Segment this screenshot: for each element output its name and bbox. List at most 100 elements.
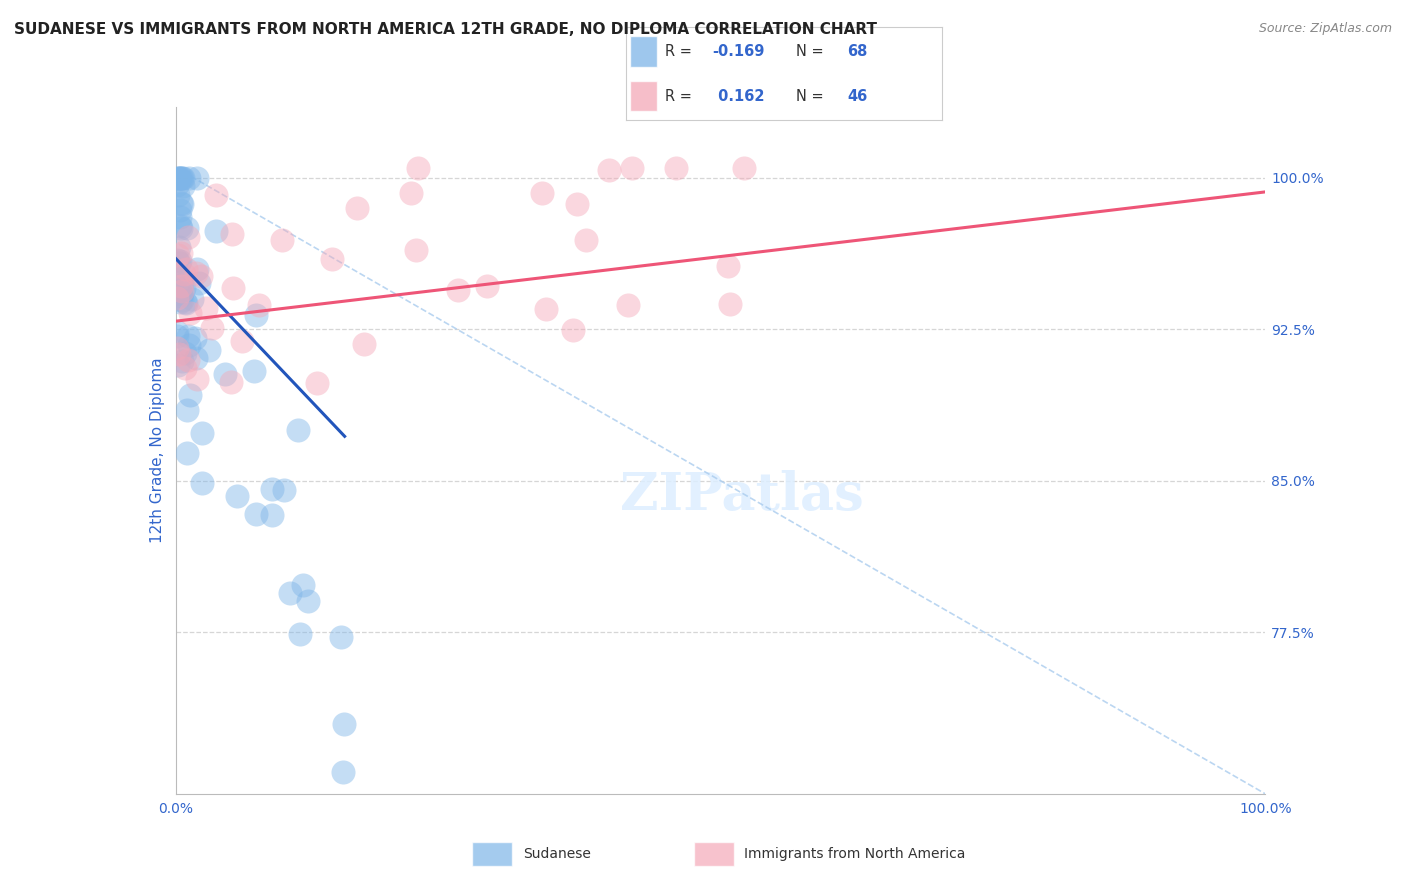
- Text: Sudanese: Sudanese: [523, 847, 591, 861]
- Point: [346, 201, 368, 215]
- Point: [166, 247, 188, 261]
- Point: [169, 294, 191, 309]
- Point: [170, 353, 193, 368]
- Point: [166, 341, 188, 355]
- Point: [166, 329, 188, 343]
- Point: [176, 230, 198, 244]
- Point: [262, 508, 284, 522]
- Point: [167, 358, 190, 372]
- Point: [243, 364, 266, 378]
- Point: [190, 269, 212, 284]
- Point: [179, 388, 201, 402]
- Point: [332, 764, 354, 779]
- Point: [173, 281, 195, 295]
- Point: [205, 188, 228, 202]
- Point: [186, 372, 208, 386]
- Point: [222, 281, 245, 295]
- Point: [174, 346, 197, 360]
- Point: [173, 360, 195, 375]
- Point: [399, 186, 422, 201]
- Point: [169, 279, 191, 293]
- Point: [179, 306, 201, 320]
- Point: [166, 326, 188, 340]
- Point: [273, 483, 295, 498]
- Text: SUDANESE VS IMMIGRANTS FROM NORTH AMERICA 12TH GRADE, NO DIPLOMA CORRELATION CHA: SUDANESE VS IMMIGRANTS FROM NORTH AMERIC…: [14, 22, 877, 37]
- Point: [170, 246, 193, 260]
- Point: [717, 259, 740, 273]
- Y-axis label: 12th Grade, No Diploma: 12th Grade, No Diploma: [149, 358, 165, 543]
- Point: [665, 161, 688, 175]
- Point: [166, 253, 188, 268]
- Point: [718, 296, 741, 310]
- Point: [176, 221, 198, 235]
- Point: [166, 270, 188, 285]
- Point: [188, 276, 211, 290]
- Point: [186, 261, 208, 276]
- Point: [172, 277, 194, 292]
- Point: [172, 170, 194, 185]
- Bar: [630, 80, 658, 111]
- Point: [167, 170, 190, 185]
- Point: [170, 195, 193, 210]
- Point: [191, 475, 214, 490]
- Point: [169, 170, 191, 185]
- Point: [170, 289, 193, 303]
- Point: [219, 375, 242, 389]
- Point: [177, 338, 200, 352]
- Point: [408, 161, 430, 175]
- Point: [177, 170, 200, 185]
- Point: [166, 178, 188, 192]
- Point: [172, 170, 194, 185]
- Point: [195, 301, 218, 315]
- Point: [167, 188, 190, 202]
- Point: [733, 161, 755, 175]
- Point: [170, 170, 193, 185]
- Point: [166, 170, 188, 185]
- Bar: [472, 842, 512, 866]
- Point: [245, 308, 267, 322]
- Point: [170, 284, 193, 298]
- Point: [205, 224, 228, 238]
- Point: [262, 482, 284, 496]
- Point: [169, 202, 191, 217]
- Text: 46: 46: [846, 88, 868, 103]
- Point: [169, 210, 191, 224]
- Point: [333, 717, 356, 731]
- Point: [245, 507, 267, 521]
- Point: [477, 279, 499, 293]
- Text: N =: N =: [796, 44, 828, 59]
- Point: [180, 293, 202, 307]
- Point: [290, 627, 312, 641]
- Bar: [693, 842, 734, 866]
- Text: R =: R =: [665, 88, 697, 103]
- Point: [353, 337, 375, 351]
- Point: [297, 594, 319, 608]
- Point: [190, 425, 212, 440]
- Point: [231, 334, 253, 348]
- Point: [166, 170, 188, 185]
- Point: [598, 162, 620, 177]
- Point: [575, 233, 598, 247]
- Point: [166, 291, 188, 305]
- Point: [405, 243, 427, 257]
- Point: [174, 262, 197, 277]
- Point: [214, 367, 236, 381]
- Point: [167, 347, 190, 361]
- Point: [330, 630, 353, 644]
- Point: [201, 321, 224, 335]
- Text: 0.162: 0.162: [713, 88, 765, 103]
- Point: [534, 302, 557, 317]
- Point: [184, 266, 207, 280]
- Point: [530, 186, 553, 200]
- Point: [287, 423, 309, 437]
- Point: [177, 328, 200, 343]
- Text: Immigrants from North America: Immigrants from North America: [745, 847, 966, 861]
- Point: [177, 352, 200, 367]
- Point: [221, 227, 243, 241]
- Point: [176, 446, 198, 460]
- Point: [167, 255, 190, 269]
- Point: [169, 219, 191, 233]
- Point: [562, 323, 585, 337]
- Text: Source: ZipAtlas.com: Source: ZipAtlas.com: [1258, 22, 1392, 36]
- Point: [174, 296, 197, 310]
